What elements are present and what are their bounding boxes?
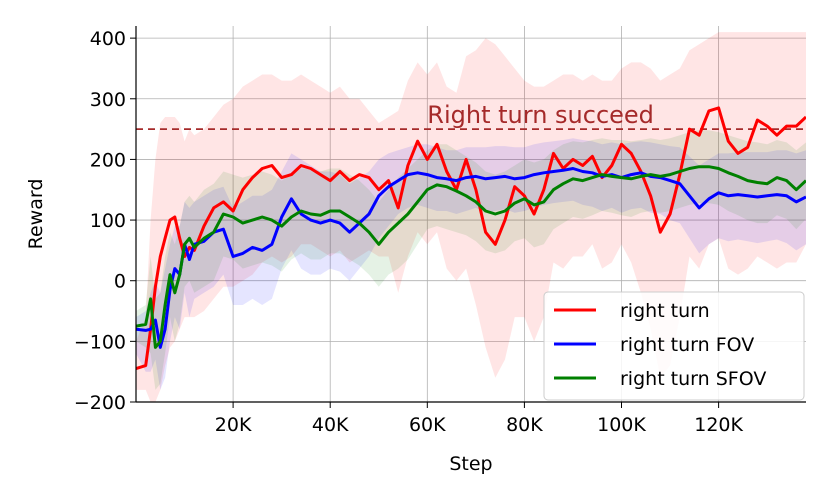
x-tick-label: 120K	[694, 414, 743, 436]
legend-label-0: right turn	[620, 300, 710, 322]
y-tick-label: 100	[90, 210, 126, 232]
x-tick-label: 40K	[312, 414, 349, 436]
y-tick-label: 300	[90, 89, 126, 111]
y-tick-label: 0	[114, 271, 126, 293]
threshold-line-group: Right turn succeed	[136, 101, 806, 130]
series-lines	[136, 106, 806, 371]
series-line-0	[136, 106, 806, 371]
y-tick-label: −200	[74, 392, 126, 414]
confidence-bands	[136, 32, 806, 402]
confidence-band-0	[136, 32, 806, 402]
y-tick-label: −100	[74, 331, 126, 353]
confidence-band-1	[136, 138, 806, 390]
y-tick-label: 200	[90, 149, 126, 171]
y-axis-label: Reward	[25, 179, 47, 250]
tick-labels: 20K 40K 60K 80K 100K 120K −200 −100 0 100 200 300 40…	[74, 28, 744, 436]
x-tick-label: 60K	[409, 414, 446, 436]
threshold-label: Right turn succeed	[427, 101, 654, 129]
legend: right turn right turn FOV right turn SFOV	[543, 291, 805, 401]
grid-lines	[136, 26, 806, 403]
x-tick-label: 100K	[597, 414, 646, 436]
axes	[135, 26, 806, 403]
x-axis-label: Step	[449, 453, 492, 475]
confidence-band-2	[136, 130, 806, 390]
legend-box	[543, 291, 805, 401]
x-tick-label: 20K	[215, 414, 252, 436]
x-tick-label: 80K	[506, 414, 543, 436]
legend-label-2: right turn SFOV	[620, 368, 766, 390]
series-line-2	[136, 165, 806, 349]
legend-label-1: right turn FOV	[620, 334, 754, 356]
y-tick-label: 400	[90, 28, 126, 50]
series-line-1	[136, 167, 806, 349]
